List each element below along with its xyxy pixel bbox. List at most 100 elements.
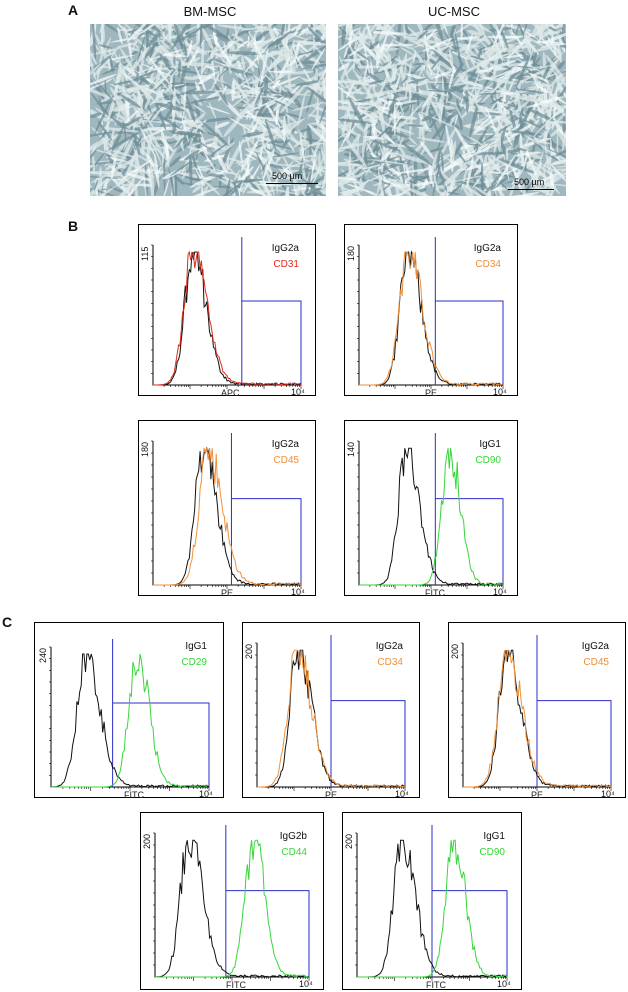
panel-label-a: A [68,2,79,18]
x-axis-label: PE [221,588,234,598]
x-axis-label: FITC [124,790,144,800]
x-axis-label: FITC [226,980,246,990]
control-legend-label: IgG1 [185,641,207,652]
x-axis-max-label: 10⁴ [493,587,507,597]
uc-msc-micrograph [338,24,566,196]
y-axis-max-label: 200 [344,833,354,849]
x-axis-max-label: 10⁴ [601,789,615,799]
x-axis-max-label: 10⁴ [291,387,305,397]
control-histogram-igg1 [357,839,508,978]
bm-scale-bar [266,183,318,184]
gate-marker [434,433,504,585]
histogram-plot-area [357,433,504,589]
histogram-b1-cd31: 115 10⁴ APC IgG2a CD31 [138,224,316,398]
sample-histogram-cd44 [155,839,310,978]
histogram-plot-area [461,635,612,791]
control-legend-label: IgG2a [271,439,299,450]
x-axis-max-label: 10⁴ [199,789,213,799]
x-axis-label: PE [531,790,544,800]
marker-legend-label: CD44 [281,847,307,858]
y-axis-max-label: 115 [140,246,150,261]
marker-legend-label: CD45 [583,657,609,668]
marker-legend-label: CD31 [273,259,299,270]
gate-marker [241,237,302,385]
panel-label-b: B [68,218,79,234]
histogram-b2-cd34: 180 10⁴ PE IgG2a CD34 [344,224,518,398]
control-histogram-igg1 [359,447,504,586]
uc-scale-bar [508,189,554,190]
y-axis-max-label: 200 [142,833,152,849]
y-axis-max-label: 200 [450,643,460,659]
gate-marker [536,635,612,787]
x-axis-label: APC [221,388,240,398]
gate-marker [434,237,504,385]
uc-msc-title: UC-MSC [428,4,480,19]
sample-histogram-cd90 [357,839,508,978]
histogram-c2-cd34: 200 10⁴ PE IgG2a CD34 [242,622,420,800]
marker-legend-label: CD90 [479,847,505,858]
uc-scale-label: 500 µm [514,177,545,187]
control-legend-label: IgG2b [279,831,307,842]
control-histogram-igg2a [153,446,302,586]
control-histogram-igg2a [359,250,504,386]
control-legend-label: IgG2a [271,243,299,254]
x-axis-label: PE [325,790,338,800]
x-axis-max-label: 10⁴ [493,387,507,397]
histogram-c5-cd90: 200 10⁴ FITC IgG1 CD90 [342,812,522,990]
sample-histogram-cd31 [153,250,302,386]
x-axis-max-label: 10⁴ [291,587,305,597]
gate-marker [225,825,310,977]
x-axis-label: FITC [426,980,446,990]
sample-histogram-cd34 [359,251,504,386]
sample-histogram-cd45 [463,649,612,788]
histogram-c1-cd29: 240 10⁴ FITC IgG1 CD29 [34,622,224,800]
marker-legend-label: CD90 [475,455,501,466]
y-axis-max-label: 240 [38,647,48,663]
gate-marker [230,433,302,585]
bm-scale-label: 500 µm [272,171,303,181]
axis-lines [50,647,209,788]
control-legend-label: IgG2a [581,641,609,652]
x-axis-label: FITC [425,588,445,598]
histogram-plot-area [49,639,210,791]
y-axis-max-label: 180 [140,441,150,457]
cell-texture [90,24,326,196]
control-legend-label: IgG2a [375,641,403,652]
y-axis-max-label: 140 [346,441,356,457]
x-axis-max-label: 10⁴ [299,979,313,989]
histogram-c3-cd45: 200 10⁴ PE IgG2a CD45 [448,622,626,800]
control-legend-label: IgG1 [483,831,505,842]
histogram-b4-cd90: 140 10⁴ FITC IgG1 CD90 [344,420,518,598]
sample-histogram-cd29 [51,653,210,788]
control-histogram-igg2a [463,649,612,788]
gate-marker [330,635,406,787]
histogram-plot-area [151,237,302,389]
histogram-plot-area [355,825,508,981]
sample-histogram-cd90 [359,448,504,586]
gate-marker [112,639,210,787]
histogram-plot-area [255,635,406,791]
sample-histogram-cd34 [257,649,406,788]
histogram-plot-area [151,433,302,589]
control-legend-label: IgG2a [473,243,501,254]
x-axis-max-label: 10⁴ [497,979,511,989]
sample-histogram-cd45 [153,448,302,586]
x-axis-max-label: 10⁴ [395,789,409,799]
marker-legend-label: CD45 [273,455,299,466]
y-axis-max-label: 200 [244,643,254,659]
gate-marker [431,825,508,977]
histogram-plot-area [357,237,504,389]
control-histogram-igg1 [51,653,210,788]
y-axis-max-label: 180 [346,245,356,261]
marker-legend-label: CD34 [475,259,501,270]
histogram-plot-area [153,825,310,981]
control-histogram-igg2a [257,649,406,788]
histogram-b3-cd45: 180 10⁴ PE IgG2a CD45 [138,420,316,598]
x-axis-label: PE [425,388,438,398]
bm-msc-title: BM-MSC [183,4,237,19]
bm-msc-micrograph [90,24,326,196]
marker-legend-label: CD34 [377,657,403,668]
marker-legend-label: CD29 [181,657,207,668]
panel-label-c: C [2,614,13,630]
control-histogram-igg2b [155,839,310,978]
